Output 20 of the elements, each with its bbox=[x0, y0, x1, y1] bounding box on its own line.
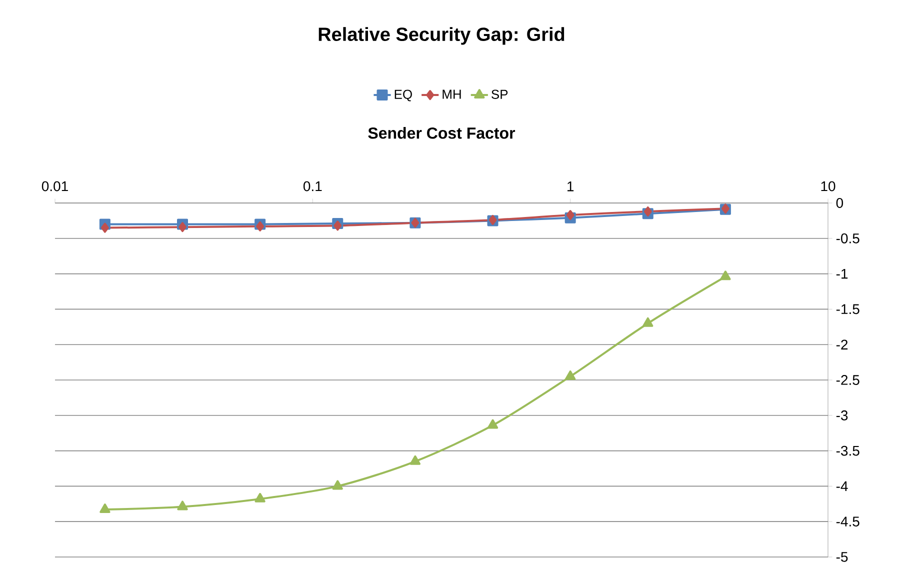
chart-title: Relative Security Gap: Grid bbox=[318, 27, 564, 45]
y-tick-label: -3.5 bbox=[836, 446, 860, 456]
y-tick-label: -1 bbox=[836, 268, 848, 279]
y-tick-label: -4.5 bbox=[836, 516, 860, 526]
y-tick-label: -2.5 bbox=[836, 375, 860, 385]
x-tick-label: 1 bbox=[568, 182, 574, 192]
y-tick-label: -5 bbox=[836, 552, 848, 562]
legend-label: MH bbox=[442, 90, 461, 99]
legend-label: SP bbox=[492, 90, 508, 99]
x-tick-label: 10 bbox=[821, 181, 836, 192]
y-tick-label: -0.5 bbox=[836, 233, 860, 244]
legend-label: EQ bbox=[394, 90, 412, 102]
y-tick-label: -1.5 bbox=[836, 304, 860, 314]
y-tick-label: -3 bbox=[836, 410, 848, 420]
x-tick-label: 0.1 bbox=[303, 181, 322, 192]
y-tick-label: 0 bbox=[836, 198, 844, 208]
y-tick-label: -2 bbox=[836, 340, 848, 350]
x-axis-title: Sender Cost Factor bbox=[368, 127, 516, 139]
y-tick-label: -4 bbox=[836, 481, 848, 491]
x-tick-label: 0.01 bbox=[42, 181, 68, 192]
